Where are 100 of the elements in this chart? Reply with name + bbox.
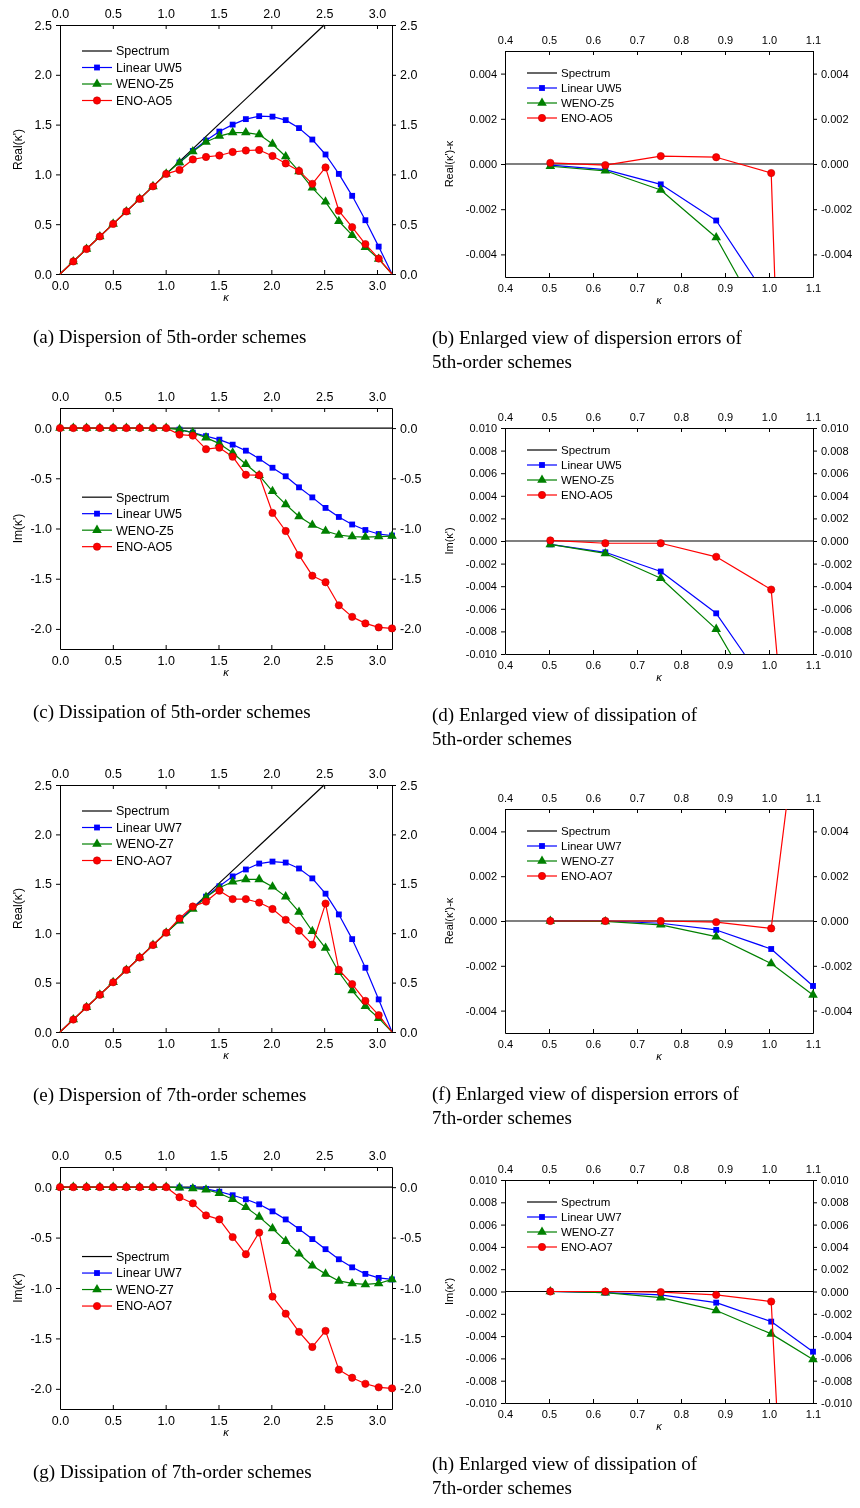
y2-tick-label: -1.5: [400, 1331, 422, 1346]
x-tick-label: 0.4: [497, 1407, 514, 1420]
y2-tick-label: -0.008: [821, 1374, 853, 1387]
y2-tick-label: 0.010: [821, 1174, 849, 1187]
y2-tick-label: -2.0: [400, 622, 422, 637]
y2-tick-label: 2.5: [400, 778, 418, 793]
x-tick-label: 0.5: [541, 281, 558, 294]
y-tick-label: -0.002: [465, 203, 497, 216]
legend-label: ENO-AO5: [116, 540, 173, 555]
x-tick-label: 3.0: [368, 278, 387, 293]
x-tick-label: 0.0: [51, 653, 70, 668]
x-tick-label: 1.0: [761, 1037, 778, 1050]
x-tick-label: 0.9: [717, 1037, 734, 1050]
legend-label: ENO-AO5: [561, 489, 613, 502]
x-tick-label: 0.7: [629, 658, 646, 671]
x2-tick-label: 0.5: [541, 792, 558, 804]
y-tick-label: -0.002: [465, 1307, 497, 1320]
y-tick-label: -2.0: [30, 622, 53, 637]
y-tick-label: 0.0: [34, 267, 53, 282]
x-tick-label: 2.5: [315, 278, 334, 293]
x-tick-label: 1.0: [157, 653, 175, 668]
y2-tick-label: 0.000: [821, 535, 849, 548]
y-axis-title: Im(κ'): [443, 527, 455, 555]
y2-tick-label: -0.010: [821, 648, 853, 661]
x-tick-label: 0.6: [585, 658, 602, 671]
y-tick-label: 0.006: [469, 1218, 497, 1231]
legend-label: Spectrum: [561, 67, 611, 80]
y2-tick-label: 0.000: [821, 1285, 849, 1298]
x-axis-title: κ: [656, 1420, 663, 1432]
y2-tick-label: -0.5: [400, 1231, 422, 1246]
y2-tick-label: -0.002: [821, 1307, 853, 1320]
x2-tick-label: 0.7: [629, 1163, 646, 1175]
y2-tick-label: 0.004: [821, 489, 849, 502]
y-tick-label: -0.004: [465, 580, 497, 593]
x-axis-title: κ: [656, 671, 663, 683]
y-tick-label: 0.000: [469, 535, 497, 548]
y2-tick-label: -0.002: [821, 203, 853, 216]
x-tick-label: 0.6: [585, 1037, 602, 1050]
x-tick-label: 1.5: [210, 278, 228, 293]
x-tick-label: 1.5: [210, 1036, 228, 1051]
x-axis-title: κ: [223, 666, 230, 678]
text: (a) Dispersion of 5th-order schemes: [33, 326, 307, 348]
y2-tick-label: 0.002: [821, 1263, 849, 1276]
x2-tick-label: 0.6: [585, 1163, 602, 1175]
x-tick-label: 1.5: [210, 653, 228, 668]
y-tick-label: 2.0: [34, 827, 53, 842]
x2-tick-label: 2.5: [315, 767, 334, 781]
y-tick-label: -0.004: [465, 1330, 497, 1343]
y-tick-label: -0.004: [465, 248, 497, 261]
x2-tick-label: 1.1: [805, 792, 822, 804]
y-tick-label: -2.0: [30, 1382, 53, 1397]
legend-label: Spectrum: [561, 825, 611, 838]
x2-tick-label: 1.1: [805, 1163, 822, 1175]
x-tick-label: 0.5: [104, 278, 123, 293]
y2-tick-label: 0.004: [821, 825, 849, 838]
y-tick-label: 1.5: [34, 118, 53, 133]
x-tick-label: 2.0: [263, 278, 281, 293]
x-tick-label: 0.5: [541, 658, 558, 671]
text: (g) Dissipation of 7th-order schemes: [33, 1461, 312, 1483]
legend-label: Spectrum: [116, 44, 170, 59]
y2-tick-label: -0.006: [821, 1352, 853, 1365]
x-tick-label: 0.7: [629, 1037, 646, 1050]
legend-label: WENO-Z5: [561, 474, 615, 487]
x-axis-title: κ: [223, 1426, 230, 1438]
y2-tick-label: 1.5: [400, 877, 418, 892]
legend-label: ENO-AO5: [116, 93, 173, 108]
x-axis-title: κ: [223, 1049, 230, 1061]
x2-tick-label: 3.0: [368, 767, 387, 781]
legend-label: Spectrum: [116, 490, 170, 505]
x2-tick-label: 0.5: [104, 390, 123, 404]
legend-label: Linear UW7: [116, 1266, 183, 1281]
x-tick-label: 0.9: [717, 658, 734, 671]
x-tick-label: 0.4: [497, 281, 514, 294]
y2-tick-label: -0.010: [821, 1397, 853, 1410]
x2-tick-label: 1.0: [157, 390, 175, 404]
y-tick-label: 1.5: [34, 877, 53, 892]
y2-tick-label: 0.5: [400, 976, 418, 991]
x2-tick-label: 1.0: [761, 792, 778, 804]
y-axis-title: Real(κ'): [11, 129, 25, 170]
y2-tick-label: 0.000: [821, 158, 849, 171]
y2-tick-label: -1.0: [400, 1281, 422, 1296]
x2-tick-label: 2.5: [315, 1149, 334, 1163]
y-tick-label: -0.004: [465, 1004, 497, 1017]
y-tick-label: 0.000: [469, 915, 497, 928]
y-tick-label: -1.0: [30, 1281, 53, 1296]
legend-label: WENO-Z7: [561, 1226, 615, 1239]
y2-tick-label: 0.000: [821, 915, 849, 928]
legend-label: Spectrum: [116, 1249, 170, 1264]
y-tick-label: -0.002: [465, 959, 497, 972]
x-tick-label: 1.0: [761, 658, 778, 671]
legend-label: Linear UW5: [561, 82, 622, 95]
x-tick-label: 1.1: [805, 658, 822, 671]
y-tick-label: -0.008: [465, 1374, 497, 1387]
x2-tick-label: 0.4: [497, 792, 514, 804]
x-tick-label: 2.0: [263, 1036, 281, 1051]
x-axis-title: κ: [656, 294, 663, 306]
x-tick-label: 1.1: [805, 281, 822, 294]
x-tick-label: 0.4: [497, 658, 514, 671]
legend-label: ENO-AO7: [561, 870, 613, 883]
y-axis-title: Real(κ'): [11, 888, 25, 929]
